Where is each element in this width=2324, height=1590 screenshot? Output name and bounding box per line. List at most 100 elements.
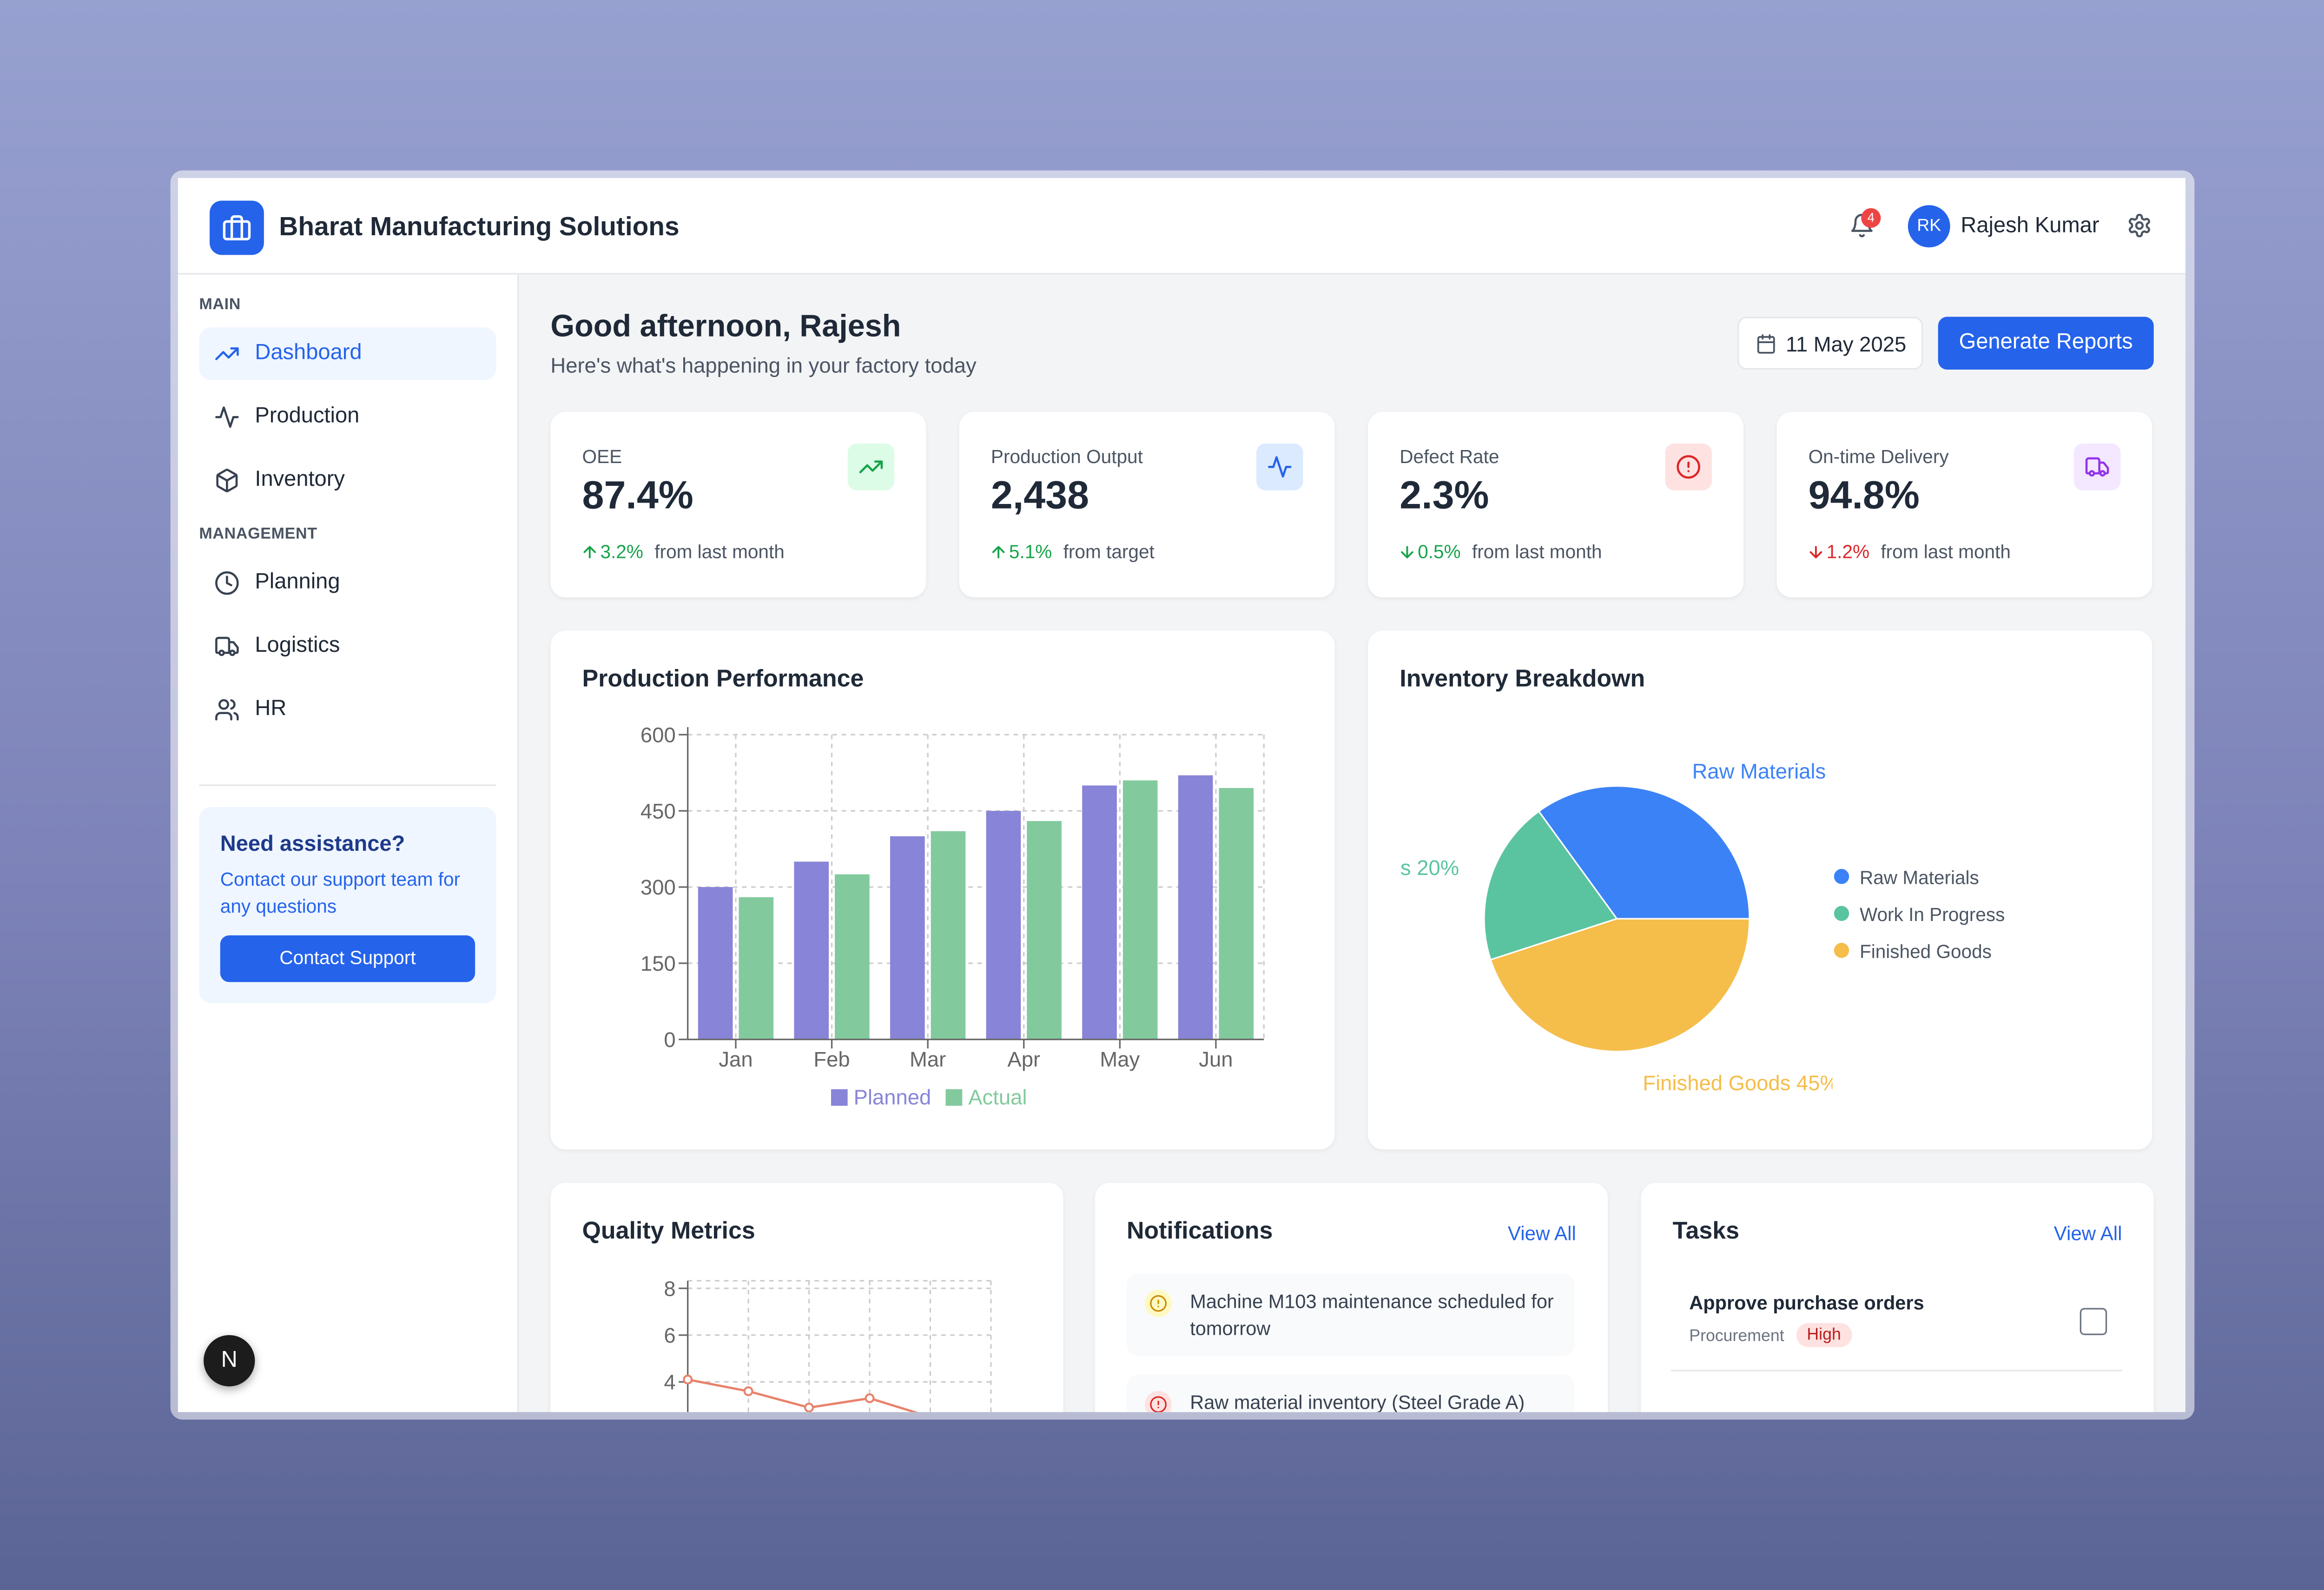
- user-name[interactable]: Rajesh Kumar: [1961, 214, 2100, 238]
- view-all-link[interactable]: View All: [2053, 1222, 2122, 1245]
- icon-part: [1150, 1396, 1167, 1412]
- nav-item[interactable]: Logistics: [199, 620, 496, 673]
- bar: [1122, 780, 1158, 1040]
- notification-item[interactable]: Raw material inventory (Steel Grade A): [1126, 1374, 1575, 1412]
- trend-arrow: [581, 543, 599, 561]
- legend-swatch: [831, 1089, 848, 1106]
- task-divider: [1671, 1370, 2122, 1371]
- task-checkbox[interactable]: [2080, 1308, 2107, 1335]
- icon-part: [215, 347, 239, 360]
- greeting-subtitle: Here's what's happening in your factory …: [550, 353, 977, 378]
- calendar-icon: [1756, 333, 1776, 354]
- nav-icon: [214, 697, 240, 722]
- icon-part: [226, 576, 232, 587]
- kpi-change: 0.5%: [1418, 541, 1461, 563]
- y-tick-label: 600: [640, 723, 676, 747]
- icon-part: [2088, 470, 2095, 477]
- icon: [216, 469, 238, 492]
- bar: [890, 836, 925, 1040]
- greeting-title: Good afternoon, Rajesh: [550, 309, 901, 344]
- nav-icon: [214, 404, 240, 430]
- nav-icon: [214, 570, 240, 596]
- icon: [223, 215, 251, 241]
- task-priority: High: [1796, 1323, 1852, 1347]
- dev-badge[interactable]: N: [204, 1335, 255, 1387]
- notification-item[interactable]: Machine M103 maintenance scheduled for t…: [1126, 1273, 1575, 1357]
- trend-arrow: [1807, 543, 1825, 561]
- x-tick-label: Apr: [1007, 1047, 1040, 1071]
- nav-icon: [214, 634, 240, 659]
- user-avatar[interactable]: RK: [1908, 205, 1950, 248]
- kpi-note: from last month: [1881, 541, 2011, 563]
- bar-chart: 0 150 300 450 600 Jan Feb Mar Apr May Jun Planned Ac…: [640, 723, 1265, 1109]
- icon: [215, 347, 239, 360]
- production-card: Production Performance 0 150 300 450 600 Jan F…: [550, 630, 1335, 1150]
- notification-badge: 4: [1861, 208, 1881, 228]
- nav-item[interactable]: HR: [199, 683, 496, 736]
- icon: [2128, 213, 2150, 238]
- top-bar: Bharat Manufacturing Solutions 4 RK Raje…: [178, 178, 2185, 275]
- kpi-card: Defect Rate 2.3% 0.5% from last month: [1368, 411, 1744, 597]
- legend-label: Raw Materials: [1860, 867, 1979, 888]
- x-tick-label: Feb: [813, 1047, 850, 1071]
- nav-label: Logistics: [255, 633, 340, 658]
- line-point: [743, 1386, 753, 1396]
- bar: [835, 874, 870, 1040]
- nav-item[interactable]: Dashboard: [199, 327, 496, 380]
- icon-part: [1757, 334, 1775, 343]
- slice-label: Finished Goods 45%: [1643, 1071, 1839, 1095]
- notifications-card: Notifications View All Machine M103 main…: [1095, 1183, 1608, 1412]
- view-all-link[interactable]: View All: [1507, 1222, 1576, 1245]
- kpi-card: On-time Delivery 94.8% 1.2% from last month: [1776, 411, 2152, 597]
- icon-part: [230, 699, 239, 721]
- logo: [210, 200, 264, 255]
- bar: [1178, 775, 1213, 1040]
- bar: [1219, 788, 1254, 1040]
- date-text: 11 May 2025: [1785, 331, 1907, 356]
- generate-reports-button[interactable]: Generate Reports: [1938, 317, 2154, 370]
- icon-part: [215, 712, 232, 721]
- bar: [931, 831, 966, 1040]
- icon-part: [215, 406, 239, 428]
- nav-item[interactable]: Planning: [199, 556, 496, 610]
- contact-support-button[interactable]: Contact Support: [220, 935, 475, 982]
- legend-label: Planned: [854, 1085, 931, 1109]
- icon-part: [217, 474, 238, 492]
- nav-icon: [214, 468, 240, 493]
- icon-part: [218, 699, 229, 710]
- icon-part: [230, 215, 243, 241]
- kpi-icon: [1256, 444, 1303, 490]
- line-point: [865, 1393, 875, 1404]
- app: Bharat Manufacturing Solutions 4 RK Raje…: [178, 178, 2185, 1412]
- icon-part: [2128, 213, 2150, 238]
- nav-item[interactable]: Production: [199, 391, 496, 444]
- nav-label: HR: [255, 697, 287, 722]
- icon-part: [229, 649, 236, 656]
- card-title: Inventory Breakdown: [1400, 667, 1645, 693]
- icon-part: [216, 469, 238, 492]
- icon-part: [218, 649, 225, 656]
- line-point: [804, 1403, 814, 1412]
- icon-part: [223, 220, 251, 241]
- pie-labels: Raw Materials 35% Work In Progress 20% Fin…: [1400, 759, 1839, 1095]
- pie-slice: [1489, 918, 1750, 1053]
- nav-label: Production: [255, 404, 360, 429]
- notification-text: Raw material inventory (Steel Grade A): [1190, 1391, 1525, 1412]
- date-picker[interactable]: 11 May 2025: [1737, 317, 1923, 370]
- card-title: Notifications: [1126, 1219, 1273, 1245]
- icon-part: [583, 546, 596, 558]
- icon-part: [1677, 455, 1700, 479]
- icon-part: [992, 546, 1005, 558]
- kpi-change: 3.2%: [600, 541, 643, 563]
- legend-dot: [1834, 869, 1849, 884]
- bar: [739, 897, 774, 1040]
- icon: [1809, 546, 1822, 558]
- settings-button[interactable]: [2126, 213, 2153, 240]
- y-tick-label: 8: [664, 1277, 675, 1300]
- nav-item[interactable]: Inventory: [199, 454, 496, 507]
- line-chart: 4 6 8: [664, 1277, 992, 1412]
- x-tick-label: Jan: [719, 1047, 753, 1071]
